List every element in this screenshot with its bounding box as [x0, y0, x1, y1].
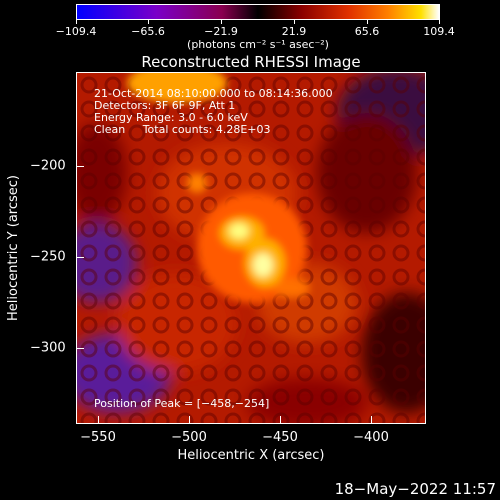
flux-map: [77, 73, 425, 423]
info-line: Detectors: 3F 6F 9F, Att 1: [94, 99, 236, 112]
y-tick-label: −250: [30, 249, 66, 265]
y-tick-label: −200: [30, 158, 66, 174]
x-tick-label: −450: [262, 430, 298, 445]
x-tick-label: −400: [353, 430, 389, 445]
colorbar-label: 21.9: [281, 25, 307, 38]
image-title: Reconstructed RHESSI Image: [141, 53, 361, 71]
y-tick-label: −300: [30, 340, 66, 356]
colorbar: [76, 4, 440, 20]
x-tick-label: −500: [171, 430, 207, 445]
colorbar-label: −21.9: [204, 25, 238, 38]
rhessi-image: [76, 72, 426, 424]
info-line: Clean Total counts: 4.28E+03: [94, 123, 271, 136]
peak-position: Position of Peak = [−458,−254]: [94, 397, 270, 410]
timestamp: 18−May−2022 11:57: [334, 480, 496, 498]
colorbar-label: −65.6: [131, 25, 165, 38]
x-tick-label: −550: [80, 430, 116, 445]
info-line: 21-Oct-2014 08:10:00.000 to 08:14:36.000: [94, 87, 333, 100]
x-axis-title: Heliocentric X (arcsec): [177, 448, 325, 463]
colorbar-label: −109.4: [55, 25, 97, 38]
y-axis-title: Heliocentric Y (arcsec): [6, 175, 21, 321]
colorbar-label: 109.4: [423, 25, 455, 38]
colorbar-units: (photons cm⁻² s⁻¹ asec⁻²): [187, 38, 329, 51]
info-line: Energy Range: 3.0 - 6.0 keV: [94, 111, 248, 124]
colorbar-label: 65.6: [354, 25, 380, 38]
